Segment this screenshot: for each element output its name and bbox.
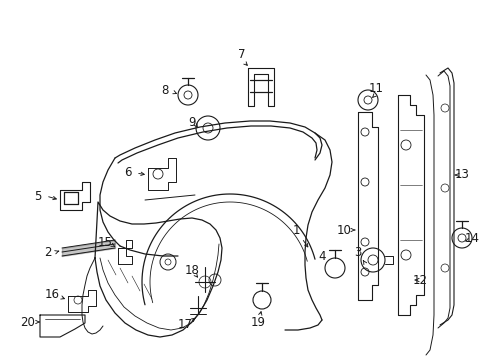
Text: 3: 3 (354, 246, 362, 258)
Text: 11: 11 (368, 81, 384, 94)
Text: 13: 13 (455, 168, 469, 181)
Text: 17: 17 (177, 319, 193, 332)
Text: 5: 5 (34, 189, 42, 202)
Text: 18: 18 (185, 264, 199, 276)
Text: 20: 20 (21, 315, 35, 328)
Text: 14: 14 (465, 231, 480, 244)
Text: 9: 9 (188, 116, 196, 129)
Text: 4: 4 (318, 249, 326, 262)
Text: 6: 6 (124, 166, 132, 179)
Text: 1: 1 (292, 224, 300, 237)
Text: 10: 10 (337, 224, 351, 237)
Text: 19: 19 (250, 315, 266, 328)
Text: 12: 12 (413, 274, 427, 287)
Text: 15: 15 (98, 235, 112, 248)
Text: 8: 8 (161, 84, 169, 96)
Text: 16: 16 (45, 288, 59, 302)
Text: 7: 7 (238, 49, 246, 62)
Text: 2: 2 (44, 246, 52, 258)
